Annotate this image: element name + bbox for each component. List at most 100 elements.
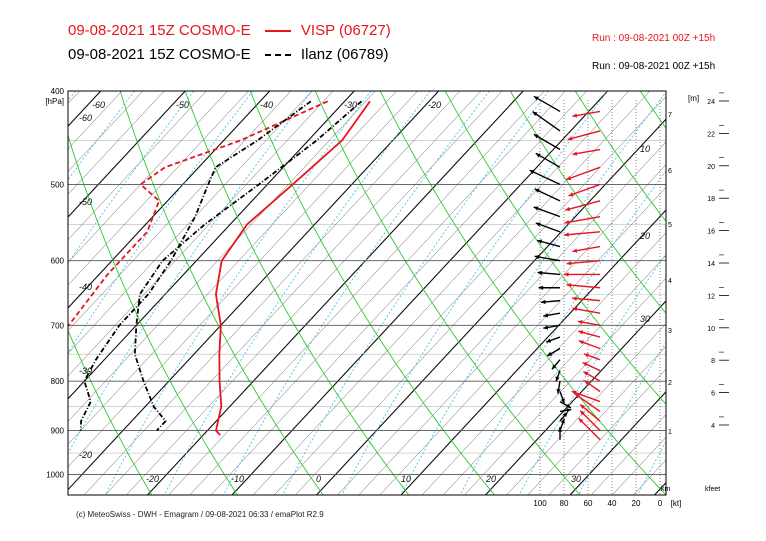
wind-arrow-head	[560, 418, 565, 424]
wind-arrow-head	[555, 376, 560, 382]
wind-arrow-head	[571, 390, 577, 395]
wind-arrow-head	[533, 134, 539, 139]
isotherm-line	[105, 91, 482, 495]
altitude-km-tick: 7	[668, 112, 672, 119]
dry-adiabat-line	[249, 91, 495, 495]
isotherm-line	[443, 255, 666, 495]
wind-arrow-head	[580, 410, 585, 416]
kfeet-label: kfeet	[705, 486, 720, 493]
wind-arrow-head	[533, 206, 539, 211]
wind-speed-unit-label: [kt]	[671, 499, 682, 508]
kfeet-tick-label: 16	[707, 229, 715, 236]
kfeet-tick-label: 24	[707, 99, 715, 106]
wind-arrow	[534, 188, 561, 202]
wind-arrow	[566, 260, 601, 265]
altitude-km-tick: 4	[668, 278, 672, 285]
altitude-km-label: km	[661, 486, 671, 493]
wind-arrow-head	[583, 371, 589, 376]
temperature-profile-1	[214, 100, 371, 436]
station-2-title: 09-08-2021 15Z COSMO-E Ilanz (06789)	[68, 46, 388, 63]
wind-arrow-head	[572, 306, 578, 312]
wind-arrow-head	[529, 170, 535, 175]
isotherm-line	[68, 91, 165, 195]
wind-arrow-head	[537, 239, 543, 244]
wind-arrow	[572, 307, 601, 314]
altitude-km-tick: 2	[668, 380, 672, 387]
isotherm-line	[68, 91, 418, 468]
station-1-title: 09-08-2021 15Z COSMO-E VISP (06727)	[68, 22, 391, 39]
wind-arrow	[572, 110, 601, 117]
wind-arrow-head	[578, 330, 584, 335]
wind-arrow-head	[538, 285, 544, 290]
temperature-label-bottom: -20	[146, 474, 159, 484]
isotherm-line	[189, 91, 566, 495]
wind-arrow	[533, 133, 561, 151]
wind-arrow-head	[572, 248, 578, 253]
wind-arrow	[533, 206, 561, 218]
isotherm-line	[400, 209, 666, 495]
pressure-unit-label: [hPa]	[45, 97, 64, 106]
wind-arrow	[529, 169, 561, 186]
wind-arrow	[565, 200, 601, 211]
wind-arrow-head	[577, 319, 583, 325]
wind-arrow	[572, 148, 601, 156]
wind-arrow	[568, 183, 601, 197]
mixing-ratio-line	[341, 91, 609, 495]
mixing-ratio-line	[68, 91, 76, 102]
wind-arrow-head	[535, 222, 541, 227]
dry-adiabat-line	[119, 91, 324, 495]
station-2-name: Ilanz (06789)	[300, 46, 389, 63]
wind-arrow-head	[543, 313, 549, 318]
wind-arrow	[566, 284, 601, 289]
isotherm-line	[337, 141, 666, 495]
wind-arrow-head	[532, 111, 538, 117]
isotherm-line	[147, 91, 524, 495]
dewpoint-profile-2	[79, 100, 312, 431]
dry-adiabat-line	[444, 91, 666, 405]
wind-arrow	[571, 390, 601, 403]
isotherm-label-right: 30	[640, 314, 650, 324]
kfeet-tick-label: 6	[711, 391, 715, 398]
temperature-label-left: -30	[79, 366, 92, 376]
wind-arrow-head	[572, 296, 577, 301]
temperature-label-bottom: 0	[316, 474, 321, 484]
temperature-label-left: -50	[79, 197, 92, 207]
temperature-label-left: -40	[79, 282, 92, 292]
isotherm-line	[68, 91, 271, 309]
isotherm-line	[126, 91, 503, 495]
station-2-run-info: Run : 09-08-2021 00Z +15h	[592, 61, 716, 72]
wind-arrow	[535, 152, 561, 168]
mixing-ratio-line	[282, 91, 549, 495]
wind-arrow-head	[565, 403, 571, 408]
wind-arrow-head	[566, 261, 572, 266]
temperature-label-bottom: -10	[231, 474, 244, 484]
isotherm-line	[421, 232, 666, 495]
isotherm-line	[569, 390, 666, 495]
isotherm-line	[316, 118, 666, 495]
temperature-profile-2	[133, 100, 363, 432]
isotherm-line	[739, 91, 766, 495]
wind-speed-tick-label: 60	[584, 499, 593, 508]
wind-arrow-head	[534, 254, 540, 260]
wind-arrow-head	[540, 299, 546, 305]
isotherm-line	[676, 91, 766, 495]
wind-arrow-head	[566, 176, 572, 181]
station-1-name: VISP (06727)	[300, 22, 391, 39]
pressure-tick-label: 600	[51, 257, 65, 266]
mixing-ratio-line	[578, 341, 666, 495]
wind-arrow-head	[566, 408, 572, 413]
wind-arrow	[578, 417, 601, 441]
wind-arrow-head	[565, 206, 571, 212]
mixing-ratio-line	[68, 91, 195, 264]
temperature-label-bottom: 20	[485, 474, 496, 484]
wind-arrow-head	[564, 232, 569, 237]
isotherm-line	[379, 187, 666, 495]
wind-arrow-head	[582, 362, 588, 367]
kfeet-tick-label: 14	[707, 261, 715, 268]
station-1-run: 09-08-2021 15Z COSMO-E	[68, 22, 251, 39]
wind-speed-tick-label: 100	[533, 499, 547, 508]
wind-arrow	[532, 111, 561, 132]
isotherm-line	[0, 91, 16, 495]
isotherm-line	[68, 91, 397, 445]
pressure-tick-label: 900	[51, 426, 65, 435]
